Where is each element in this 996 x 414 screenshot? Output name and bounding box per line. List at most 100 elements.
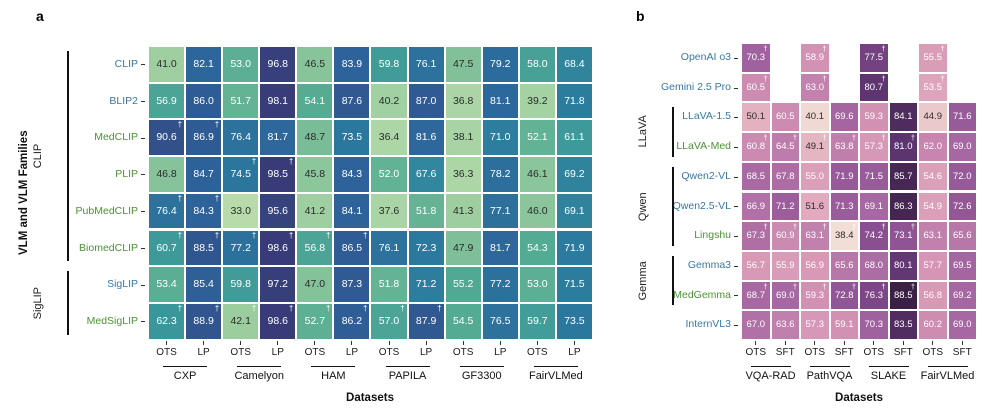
dataset-underline [927, 366, 968, 368]
cell-value: 70.3 [746, 52, 766, 64]
heatmap-cell: 69.5 [947, 250, 977, 281]
dagger-marker: † [177, 120, 183, 130]
heatmap-cell: 68.4 [555, 46, 593, 83]
cell-value: 38.4 [835, 230, 854, 242]
row-label-internvl3: InternVL3 [685, 318, 731, 331]
heatmap-cell: 36.4 [370, 119, 408, 157]
cell-value: 52.1 [527, 131, 548, 144]
row-label-plip: PLIP [115, 168, 138, 181]
dagger-marker: † [214, 303, 220, 313]
heatmap-cell: 74.5 † [222, 156, 260, 193]
cell-value: 61.1 [564, 131, 585, 144]
dagger-marker: † [763, 133, 768, 143]
cell-value: 98.6 [267, 314, 288, 327]
y-tick [734, 265, 738, 267]
heatmap-cell: 73.5 [333, 119, 371, 157]
cell-value: 67.3 [746, 230, 766, 242]
heatmap-cell: 69.1 [555, 192, 593, 230]
x-tick [351, 340, 353, 345]
cell-value: 41.2 [304, 204, 326, 217]
heatmap-cell: 68.5 [741, 161, 771, 192]
cell-value: 81.7 [490, 241, 511, 254]
heatmap-cell: 51.8 [370, 266, 408, 303]
heatmap-cell: 44.9 [918, 102, 948, 133]
cell-value: 71.3 [835, 200, 854, 212]
heatmap-cell: 41.0 [148, 46, 186, 83]
method-label-ots: OTS [863, 347, 885, 358]
cell-value: 71.9 [835, 170, 854, 182]
cell-value: 60.5 [746, 81, 766, 93]
dataset-name-slake: SLAKE [870, 370, 907, 382]
heatmap-cell: 56.7 [741, 250, 771, 281]
heatmap-cell: 53.0 [518, 266, 556, 303]
panel-b-letter: b [636, 8, 645, 24]
heatmap-cell: 88.5 † [185, 229, 223, 267]
heatmap-cell: 83.9 [333, 46, 371, 83]
cell-value: 71.5 [564, 278, 585, 291]
dagger-marker: † [288, 157, 294, 167]
dagger-marker: † [822, 281, 827, 291]
cell-value: 54.3 [527, 241, 548, 254]
heatmap-cell: 77.2 † [222, 229, 260, 267]
heatmap-cell: 59.7 [518, 302, 556, 340]
heatmap-cell: 69.0 [947, 132, 977, 162]
heatmap-cell: 85.4 [185, 266, 223, 303]
heatmap-cell: 98.1 [259, 82, 297, 120]
cell-value: 48.7 [304, 131, 326, 144]
heatmap-cell: 90.6 † [148, 119, 186, 157]
cell-value: 76.4 [230, 131, 251, 144]
dagger-marker: † [940, 44, 945, 53]
heatmap-cell: 85.7 [888, 161, 918, 192]
heatmap-cell: 57.3 † [859, 132, 889, 162]
dagger-marker: † [881, 44, 886, 53]
dagger-marker: † [822, 133, 827, 143]
heatmap-cell: 47.5 [444, 46, 482, 83]
cell-value: 49.1 [805, 141, 825, 153]
cell-value: 85.4 [193, 278, 214, 291]
heatmap-cell: 98.5 † [259, 156, 297, 193]
dataset-name-cxp: CXP [173, 369, 197, 382]
y-tick [734, 206, 738, 208]
x-axis-title-panel-b: Datasets [835, 392, 883, 404]
cell-value: 59.3 [864, 111, 884, 123]
heatmap-cell: 87.9 † [407, 302, 445, 340]
dataset-underline [311, 365, 356, 367]
heatmap-cell: 60.5 [770, 102, 800, 133]
heatmap-cell: 69.0 † [770, 280, 800, 311]
heatmap-cell: 63.8 † [829, 132, 859, 162]
heatmap-cell: 81.7 [481, 229, 519, 267]
heatmap-cell: 36.3 [444, 156, 482, 193]
heatmap-cell: 41.2 [296, 192, 334, 230]
cell-value: 84.1 [341, 204, 363, 217]
heatmap-cell: 77.5 † [859, 43, 889, 73]
heatmap-cell: 53.5 † [918, 72, 948, 103]
dagger-marker: † [251, 230, 257, 240]
heatmap-cell: 84.7 [185, 156, 223, 193]
dataset-name-vqa-rad: VQA-RAD [745, 370, 796, 382]
dagger-marker: † [910, 133, 915, 143]
cell-value: 56.9 [805, 259, 825, 271]
cell-value: 62.3 [156, 314, 177, 327]
cell-value: 56.9 [156, 94, 177, 107]
dagger-marker: † [792, 281, 797, 291]
heatmap-cell: 54.5 [444, 302, 482, 340]
heatmap-cell: 77.2 [481, 266, 519, 303]
heatmap-cell: 55.5 † [918, 43, 948, 73]
dataset-underline [533, 365, 578, 367]
dataset-name-fairvlmed: FairVLMed [920, 370, 975, 382]
cell-value: 88.5 [193, 241, 214, 254]
heatmap-cell: 71.0 [481, 119, 519, 157]
cell-value: 52.0 [378, 168, 400, 181]
x-tick [388, 340, 390, 345]
cell-value: 71.2 [415, 278, 437, 291]
heatmap-cell: 60.9 † [770, 221, 800, 251]
dagger-marker: † [822, 73, 827, 83]
heatmap-cell: 52.1 [518, 119, 556, 157]
panel-a-letter: a [36, 8, 44, 24]
cell-value: 71.0 [490, 131, 511, 144]
cell-value: 86.2 [341, 314, 363, 327]
row-label-llava-1-5: LLaVA-1.5 [682, 110, 731, 123]
cell-value: 81.1 [490, 94, 511, 107]
heatmap-cell: 46.5 [296, 46, 334, 83]
y-tick [734, 57, 738, 59]
